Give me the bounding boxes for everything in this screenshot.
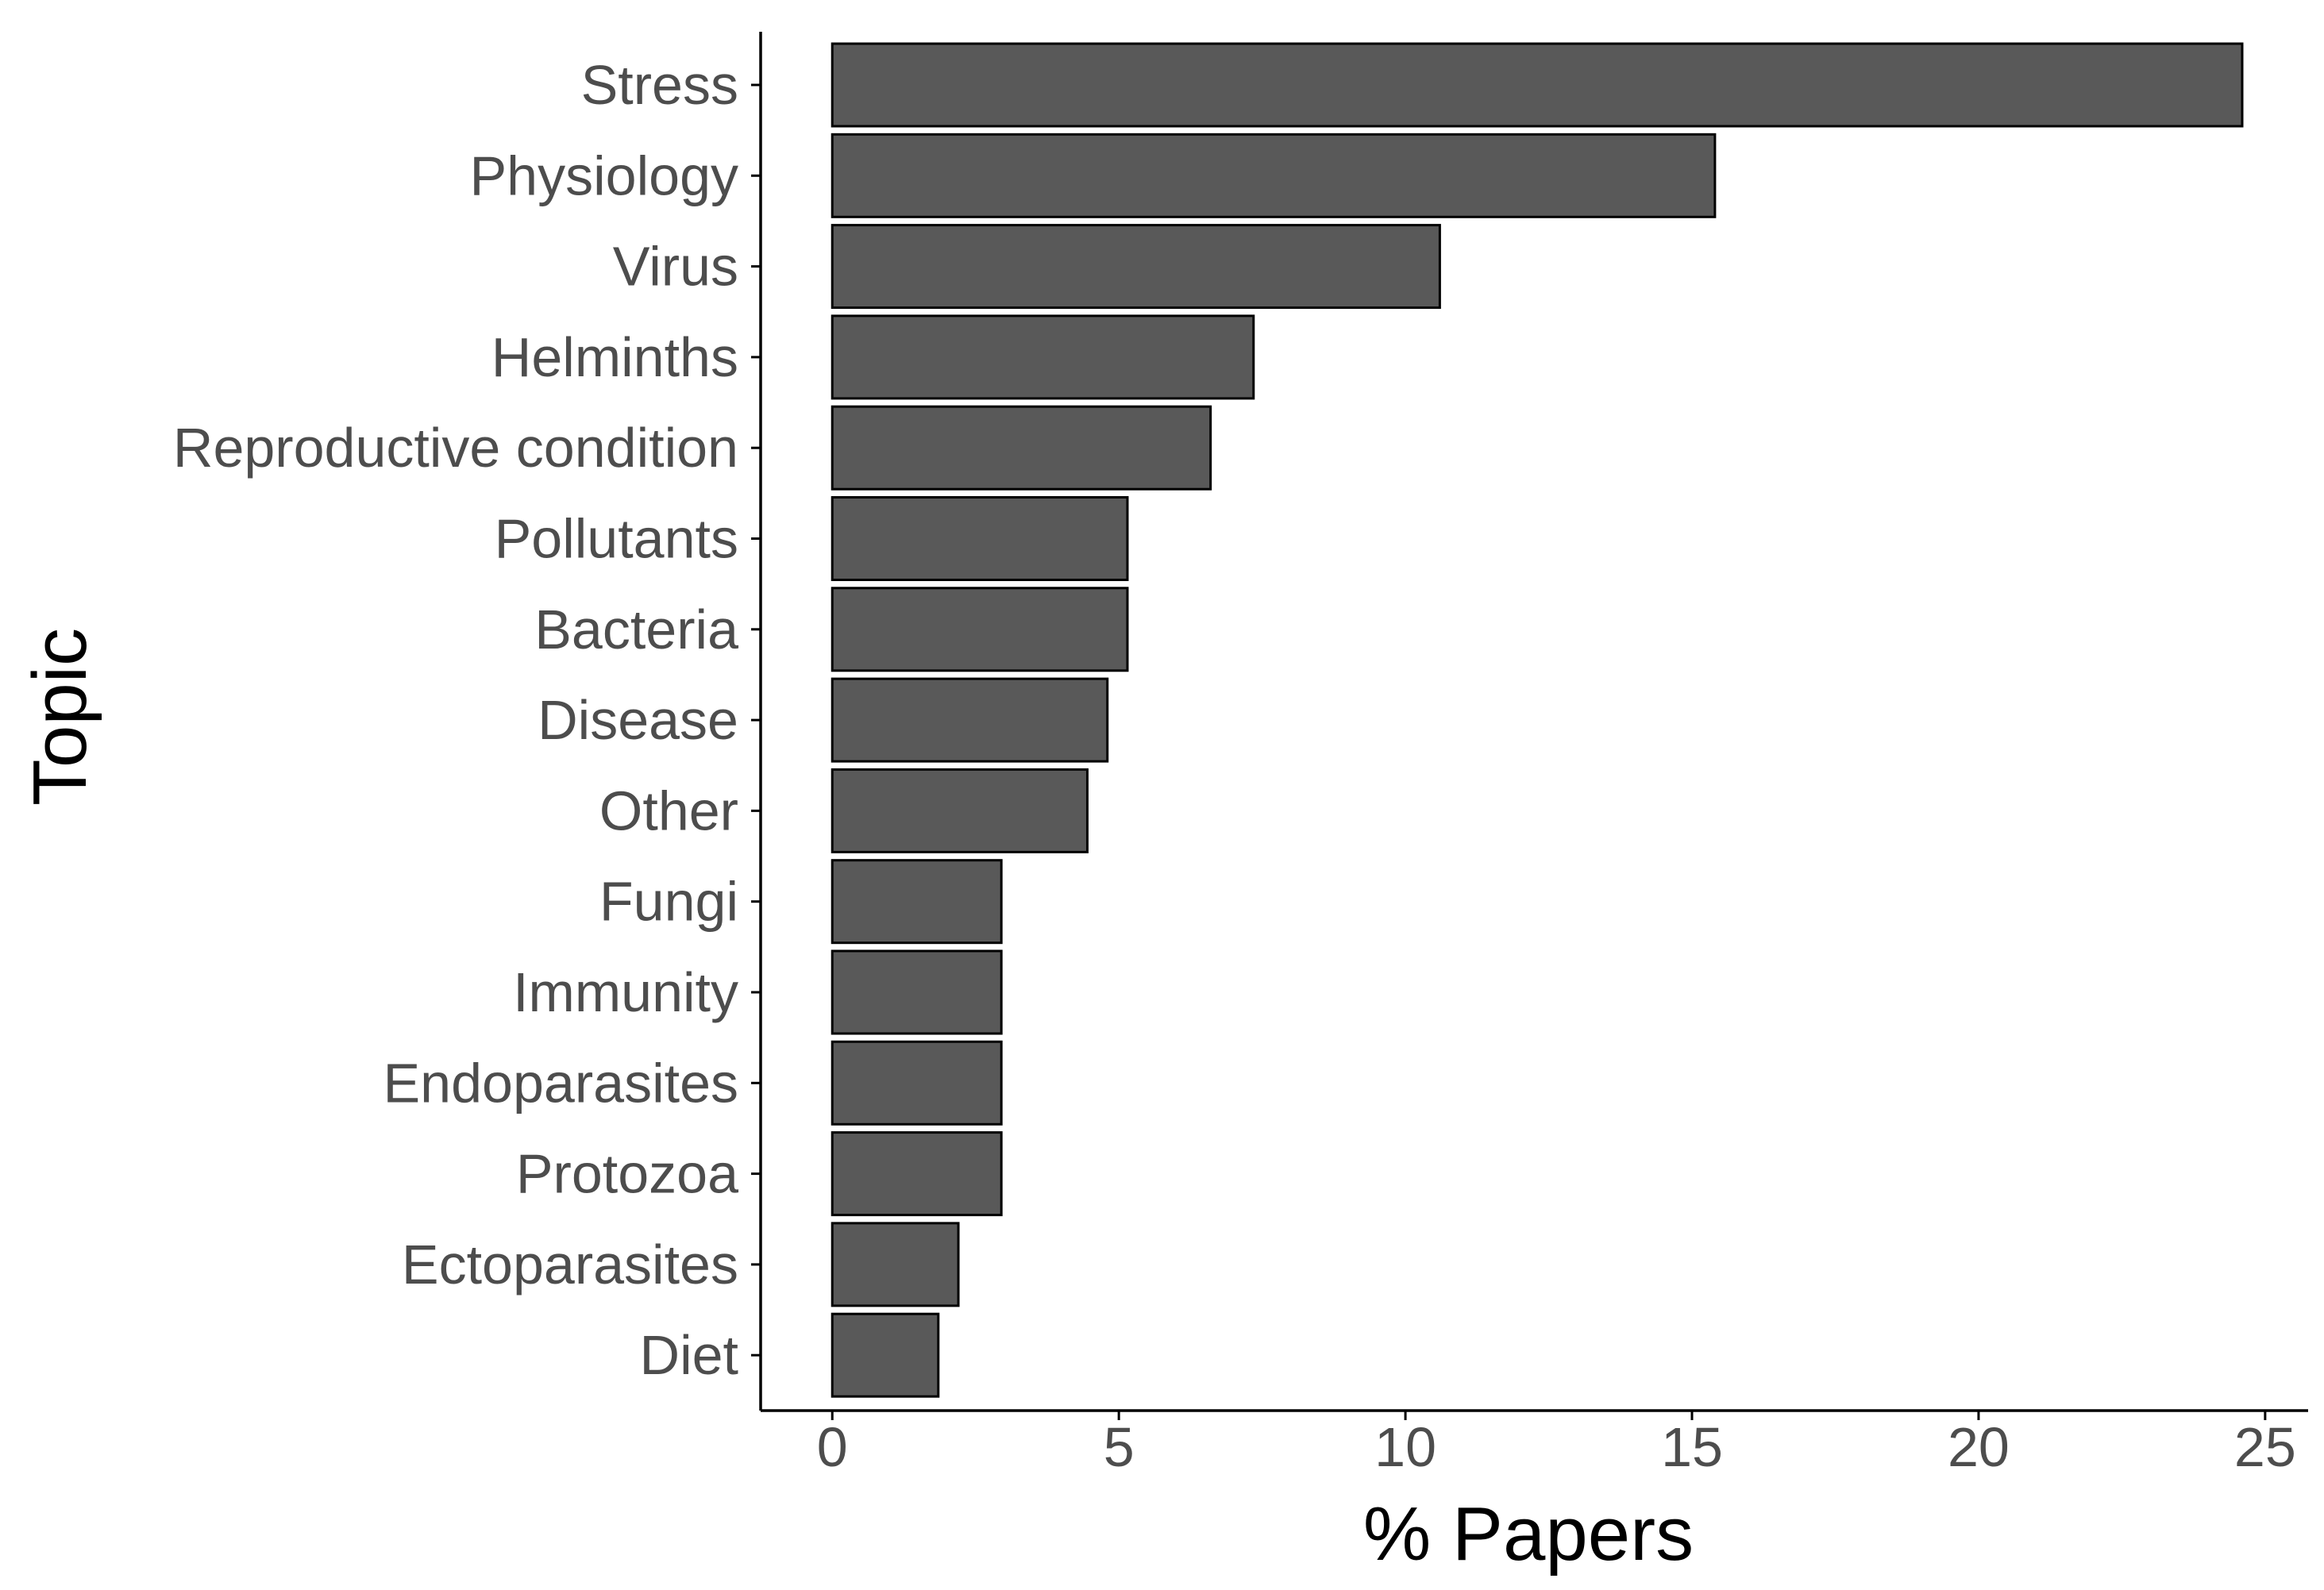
axes-layer: [751, 32, 2308, 1420]
bar-physiology: [831, 133, 1717, 218]
y-tick-label-helminths: Helminths: [491, 326, 738, 388]
bar-other: [831, 768, 1089, 853]
x-tick-label-15: 15: [1661, 1416, 1723, 1478]
y-tick-label-bacteria: Bacteria: [534, 599, 738, 660]
bar-protozoa: [831, 1131, 1003, 1217]
bars-layer: [831, 42, 2244, 1398]
y-tick-label-physiology: Physiology: [469, 144, 738, 206]
y-tick-label-protozoa: Protozoa: [516, 1143, 738, 1205]
y-tick-label-endoparasites: Endoparasites: [383, 1052, 738, 1114]
x-axis-title: % Papers: [1363, 1492, 1694, 1577]
y-tick-label-disease: Disease: [538, 689, 738, 751]
bar-diet: [831, 1312, 940, 1398]
y-axis-title: Topic: [17, 628, 102, 806]
x-tick-label-25: 25: [2234, 1416, 2296, 1478]
x-tick-label-10: 10: [1374, 1416, 1436, 1478]
y-tick-label-immunity: Immunity: [513, 961, 738, 1023]
y-tick-label-fungi: Fungi: [599, 871, 738, 933]
bar-immunity: [831, 949, 1003, 1035]
y-tick-label-other: Other: [599, 780, 738, 841]
bar-stress: [831, 42, 2244, 128]
y-tick-label-diet: Diet: [640, 1324, 738, 1386]
bar-helminths: [831, 314, 1255, 400]
bar-ectoparasites: [831, 1222, 960, 1307]
x-tick-label-5: 5: [1104, 1416, 1135, 1478]
bar-pollutants: [831, 496, 1129, 581]
y-tick-label-reproductive-condition: Reproductive condition: [173, 417, 738, 479]
x-tick-label-20: 20: [1948, 1416, 2010, 1478]
bar-endoparasites: [831, 1040, 1003, 1126]
bar-fungi: [831, 859, 1003, 945]
x-tick-label-0: 0: [817, 1416, 848, 1478]
bar-disease: [831, 677, 1109, 763]
bar-bacteria: [831, 587, 1129, 672]
y-tick-label-ectoparasites: Ectoparasites: [402, 1234, 738, 1295]
y-tick-label-pollutants: Pollutants: [495, 508, 738, 570]
y-tick-label-stress: Stress: [581, 54, 738, 116]
y-tick-label-virus: Virus: [613, 236, 738, 298]
labels-layer: Stress Physiology Virus Helminths Reproducti…: [173, 54, 2296, 1478]
bar-virus: [831, 224, 1441, 310]
bar-reproductive-condition: [831, 405, 1212, 491]
